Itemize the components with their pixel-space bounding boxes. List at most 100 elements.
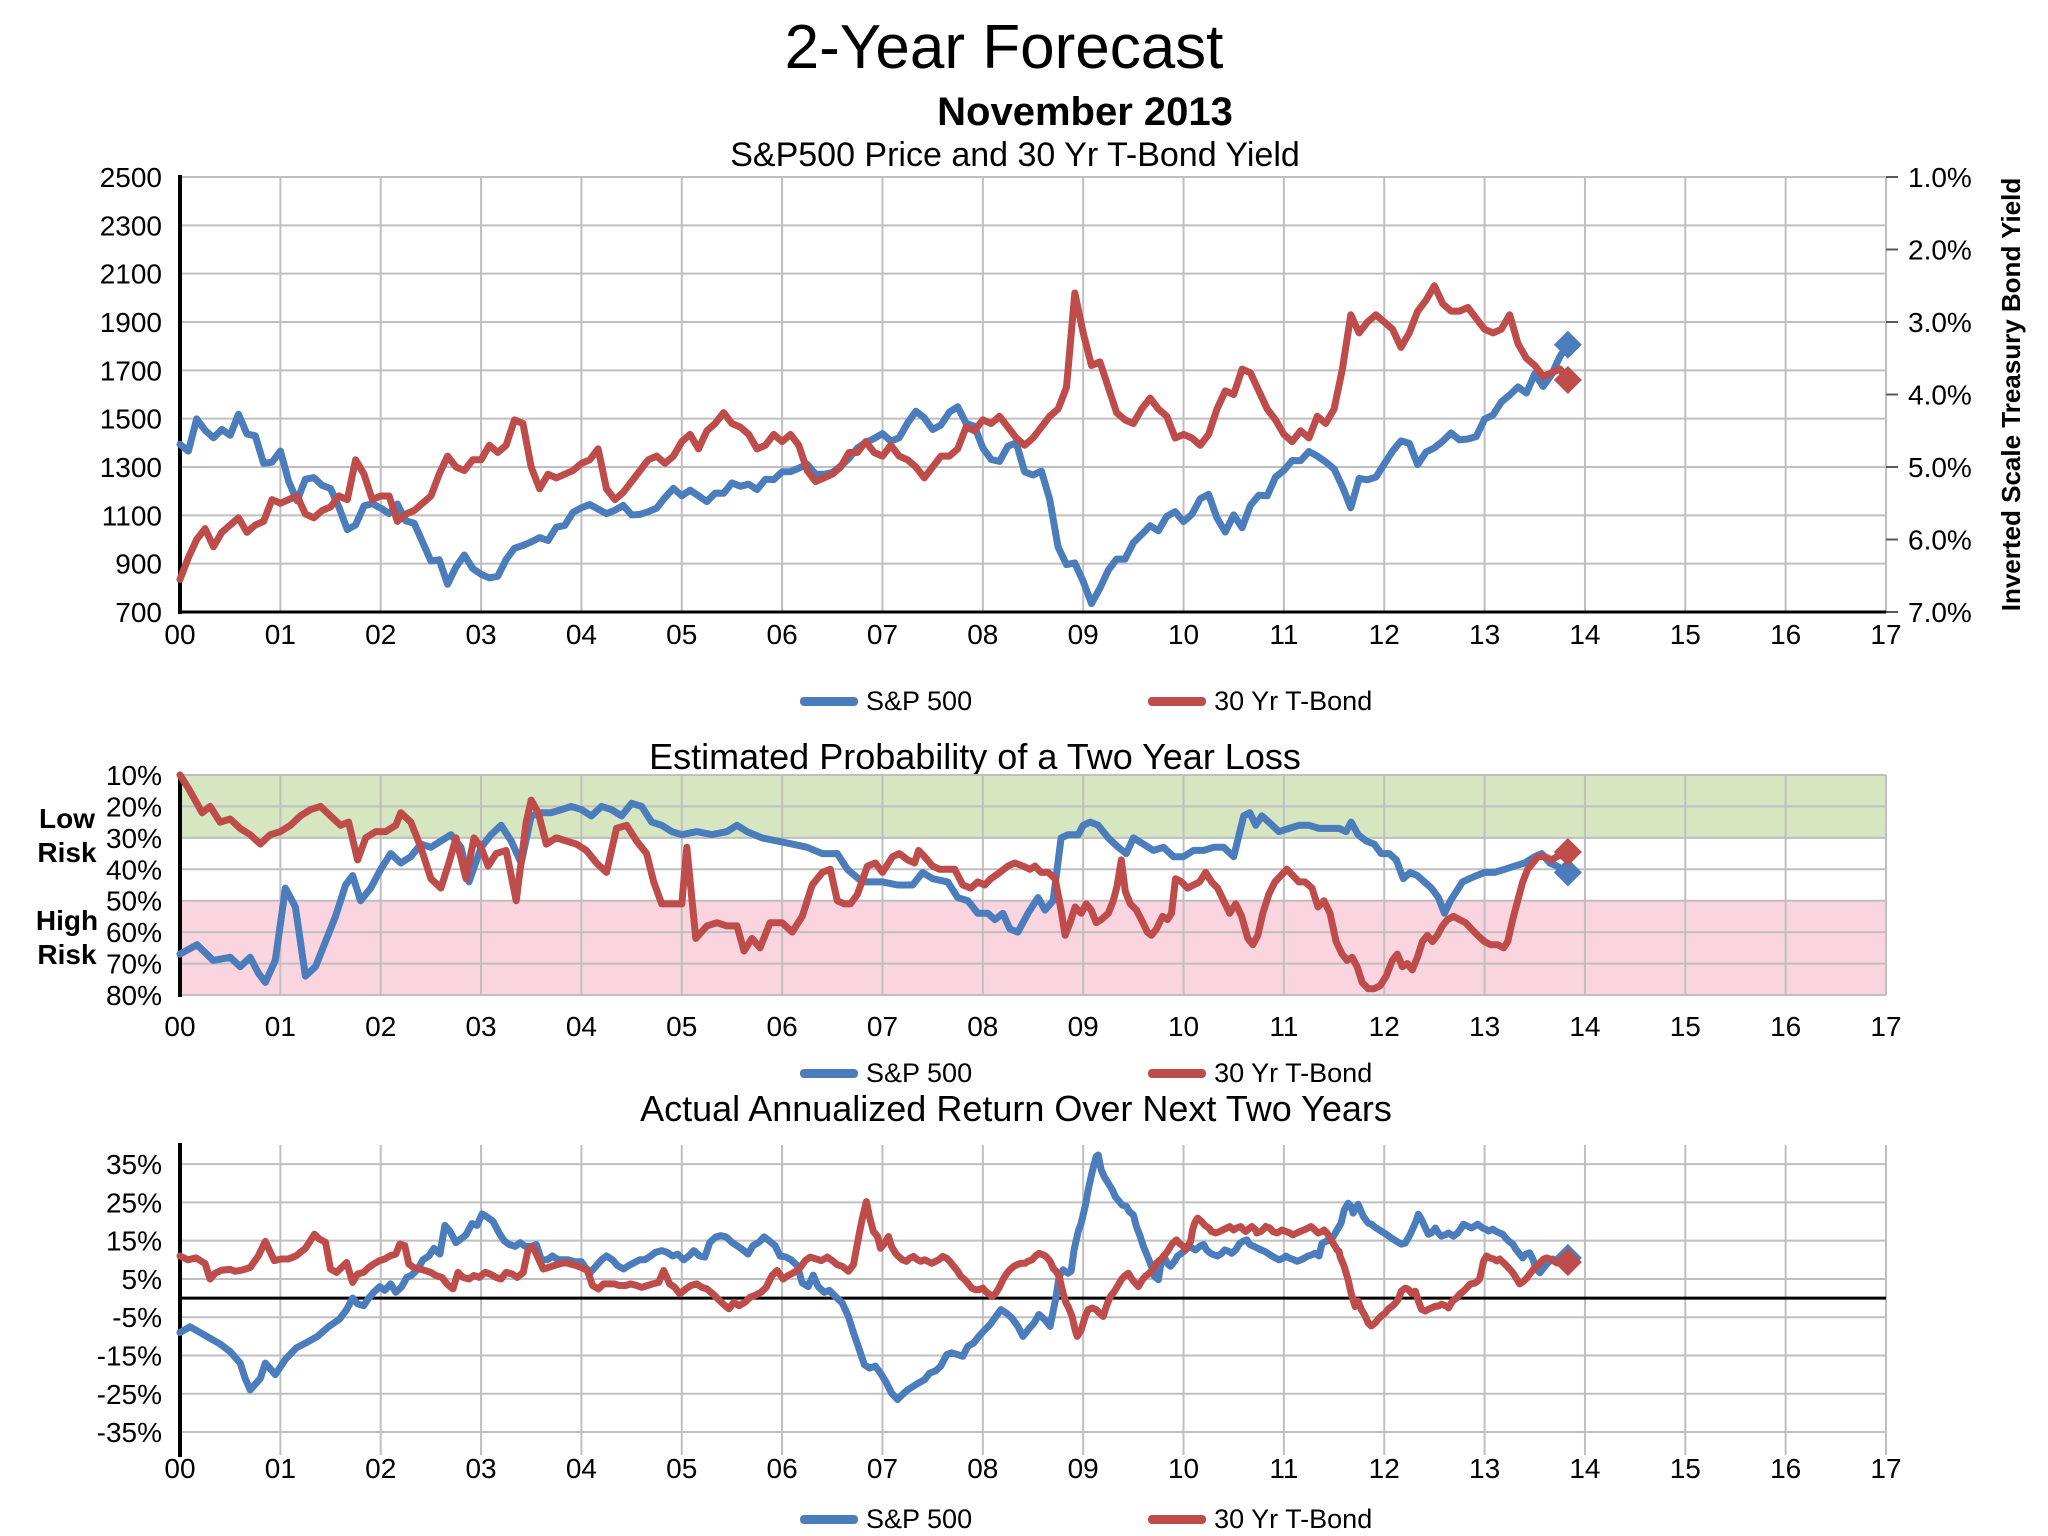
legend-label-tbond: 30 Yr T-Bond <box>1214 1504 1373 1534</box>
legend-label-sp500: S&P 500 <box>866 1504 973 1534</box>
x-tick-label: 08 <box>967 1011 998 1042</box>
tbond-forecast-marker <box>1553 366 1582 394</box>
chart-title-price-yield: S&P500 Price and 30 Yr T-Bond Yield <box>730 136 1300 174</box>
tbond-forecast-marker <box>1553 838 1582 866</box>
y-tick-label: -5% <box>112 1302 162 1333</box>
x-tick-label: 06 <box>767 1011 798 1042</box>
chart-title-forward-return: Actual Annualized Return Over Next Two Y… <box>640 1088 1392 1129</box>
x-tick-label: 14 <box>1569 1011 1600 1042</box>
tbond-line <box>176 1198 1572 1340</box>
x-tick-label: 15 <box>1670 1453 1701 1484</box>
legend-item-sp500: S&P 500 <box>800 1058 972 1089</box>
x-tick-label: 07 <box>867 619 898 650</box>
low-risk-label: Low Risk <box>37 803 97 868</box>
loss-probability-chart: 10%20%30%40%50%60%70%80%00 01 02 03 04 05 06 07… <box>106 760 1902 1042</box>
x-tick-label: 02 <box>365 619 396 650</box>
tbond-line <box>176 282 1572 583</box>
x-tick-label: 01 <box>265 1453 296 1484</box>
x-tick-label: 14 <box>1569 1453 1600 1484</box>
x-tick-label: 12 <box>1369 619 1400 650</box>
x-tick-label: 05 <box>666 1011 697 1042</box>
sp500-line-swatch <box>800 697 858 706</box>
x-tick-label: 11 <box>1269 1011 1298 1042</box>
x-tick-label: 04 <box>566 1011 597 1042</box>
y2-tick-label: 6.0% <box>1908 525 1972 556</box>
y-tick-label: 20% <box>106 791 162 822</box>
tbond-line-swatch <box>1148 697 1207 706</box>
y-tick-label: 50% <box>106 886 162 917</box>
x-tick-label: 02 <box>365 1453 396 1484</box>
y-tick-label: 1900 <box>100 307 162 338</box>
y-tick-label: 5% <box>122 1264 162 1295</box>
x-tick-label: 10 <box>1168 619 1199 650</box>
y2-tick-label: 2.0% <box>1908 235 1972 266</box>
tbond-line-swatch <box>1148 1069 1207 1078</box>
y-tick-label: -35% <box>97 1417 162 1448</box>
y-tick-label: 35% <box>106 1149 162 1180</box>
x-tick-label: 17 <box>1870 1453 1901 1484</box>
sp500-line <box>176 799 1572 986</box>
y-tick-label: 1700 <box>100 355 162 386</box>
y-tick-label: 30% <box>106 823 162 854</box>
x-tick-label: 03 <box>465 1453 496 1484</box>
x-tick-label: 16 <box>1770 1011 1801 1042</box>
x-tick-label: 03 <box>465 619 496 650</box>
x-tick-label: 15 <box>1670 1011 1701 1042</box>
y-tick-label: 1500 <box>100 404 162 435</box>
y-tick-label: 2500 <box>100 162 162 193</box>
x-tick-label: 17 <box>1870 1011 1901 1042</box>
x-tick-label: 04 <box>566 1453 597 1484</box>
x-tick-label: 13 <box>1469 1453 1500 1484</box>
y2-tick-label: 4.0% <box>1908 380 1972 411</box>
x-tick-label: 00 <box>164 619 195 650</box>
y-tick-label: -15% <box>97 1340 162 1371</box>
sp500-line <box>176 1151 1572 1403</box>
legend-label-sp500: S&P 500 <box>866 1058 973 1088</box>
y-tick-label: 60% <box>106 917 162 948</box>
x-tick-label: 12 <box>1369 1011 1400 1042</box>
y-tick-label: 2300 <box>100 210 162 241</box>
legend-loss-probability: S&P 500 30 Yr T-Bond <box>800 1058 1372 1089</box>
chart-title-loss-probability: Estimated Probability of a Two Year Loss <box>649 736 1301 777</box>
tbond-line-swatch <box>1148 1515 1207 1524</box>
x-tick-label: 01 <box>265 619 296 650</box>
page-title: 2-Year Forecast <box>784 13 1224 82</box>
sp500-line <box>176 341 1572 607</box>
y-tick-label: 1100 <box>102 500 162 531</box>
x-tick-label: 16 <box>1770 619 1801 650</box>
legend-label-tbond: 30 Yr T-Bond <box>1214 686 1373 716</box>
x-tick-label: 07 <box>867 1011 898 1042</box>
high-risk-label: High Risk <box>35 905 99 970</box>
x-tick-label: 13 <box>1469 1011 1500 1042</box>
sp500-forecast-marker <box>1553 330 1582 359</box>
x-tick-label: 05 <box>666 1453 697 1484</box>
x-tick-label: 11 <box>1269 619 1298 650</box>
risk-band <box>180 900 1886 995</box>
legend-item-sp500: S&P 500 <box>800 686 972 717</box>
legend-item-sp500: S&P 500 <box>800 1504 972 1535</box>
legend-item-tbond: 30 Yr T-Bond <box>1148 1504 1372 1535</box>
x-tick-label: 08 <box>967 619 998 650</box>
y2-tick-label: 1.0% <box>1908 162 1972 193</box>
y2-tick-label: 3.0% <box>1908 307 1972 338</box>
x-tick-label: 16 <box>1770 1453 1801 1484</box>
x-tick-label: 01 <box>265 1011 296 1042</box>
x-tick-label: 10 <box>1168 1453 1199 1484</box>
x-tick-label: 09 <box>1068 1011 1099 1042</box>
x-tick-label: 12 <box>1369 1453 1400 1484</box>
x-tick-label: 09 <box>1068 619 1099 650</box>
forward-return-chart: 35% 25% 15% 5% -5% -15% -25% -35%00 01 02 03 04 05 06… <box>97 1143 1902 1484</box>
x-tick-label: 14 <box>1569 619 1600 650</box>
y-tick-label: 25% <box>106 1187 162 1218</box>
sp500-forecast-marker <box>1553 858 1582 887</box>
x-tick-label: 15 <box>1670 619 1701 650</box>
x-tick-label: 13 <box>1469 619 1500 650</box>
x-tick-label: 07 <box>867 1453 898 1484</box>
x-tick-label: 06 <box>767 619 798 650</box>
y-tick-label: 80% <box>106 980 162 1011</box>
sp500-line-swatch <box>800 1515 858 1524</box>
x-tick-label: 09 <box>1068 1453 1099 1484</box>
x-tick-label: 05 <box>666 619 697 650</box>
y-tick-label: 10% <box>106 760 162 791</box>
